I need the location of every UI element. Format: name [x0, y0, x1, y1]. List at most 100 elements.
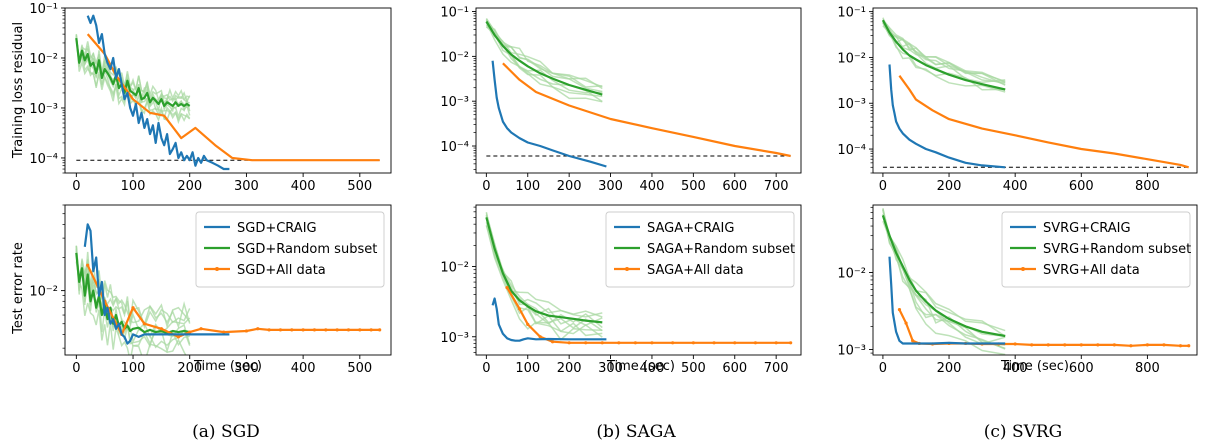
- series-all-line: [502, 62, 791, 158]
- series-all-marker: [550, 340, 555, 344]
- random-run-trace: [75, 245, 187, 355]
- series-all-marker: [358, 328, 362, 332]
- legend-label-craig: SAGA+CRAIG: [647, 221, 734, 236]
- legend-label-craig: SVRG+CRAIG: [1043, 221, 1131, 236]
- random-run-trace: [485, 222, 603, 337]
- caption-sgd: (a) SGD: [192, 422, 260, 442]
- random-run-trace: [882, 213, 1006, 345]
- series-all-marker: [1129, 344, 1133, 348]
- series-all-marker: [131, 306, 135, 310]
- random-run-trace: [882, 209, 1006, 332]
- series-all-marker: [256, 327, 260, 331]
- series-all-marker: [789, 341, 793, 345]
- series-all-marker: [142, 322, 146, 326]
- plot-lines: [485, 211, 793, 345]
- series-random-line: [881, 19, 1006, 91]
- series-all-marker: [1187, 344, 1191, 348]
- x-tick-label: 600: [722, 361, 747, 376]
- x-tick-label: 0: [879, 361, 887, 376]
- x-tick-label: 400: [640, 361, 665, 376]
- axes-frame: [64, 7, 392, 174]
- legend-label-random: SVRG+Random subset: [1043, 242, 1191, 257]
- series-all-marker: [1112, 343, 1116, 347]
- series-all-marker: [753, 341, 758, 345]
- x-tick-label: 600: [1069, 361, 1094, 376]
- y-tick-label: 10⁻¹: [440, 6, 469, 21]
- x-tick-label: 0: [482, 361, 490, 376]
- series-craig-line: [888, 256, 1006, 345]
- series-all-marker: [567, 341, 571, 345]
- series-all-marker: [1079, 343, 1083, 347]
- series-all-marker: [671, 341, 675, 345]
- series-all-marker: [505, 286, 509, 290]
- x-tick-label: 400: [1003, 361, 1028, 376]
- panel-sgd-train: 0 100 200 300 400 500 10⁻¹ 10⁻² 10⁻³ 10⁻⁴: [29, 2, 392, 194]
- y-tick-label: 10⁻³: [440, 331, 469, 346]
- y-tick-label: 10⁻²: [440, 260, 469, 275]
- plot-lines: [485, 17, 791, 168]
- x-tick-label: 200: [937, 361, 962, 376]
- legend-marker: [1021, 267, 1025, 271]
- y-tick-label: 10⁻³: [837, 344, 866, 359]
- legend: SVRG+CRAIG SVRG+Random subset SVRG+All dat…: [1001, 211, 1191, 288]
- series-all-line: [506, 287, 791, 344]
- series-all-marker: [267, 328, 271, 332]
- series-all-marker: [324, 328, 328, 332]
- x-tick-label: 500: [681, 361, 706, 376]
- panel-sgd-test: 0 100 200 300 400 500 10⁻² SGD+CRAIG SGD+Random …: [29, 204, 392, 376]
- random-run-trace: [75, 38, 191, 120]
- x-tick-label: 0: [482, 179, 490, 194]
- panel-svrg-train: 0 200 400 600 800 10⁻¹ 10⁻² 10⁻³ 10⁻⁴: [837, 6, 1198, 194]
- series-craig-line: [491, 297, 607, 342]
- x-tick-label: 500: [347, 179, 372, 194]
- random-run-trace: [485, 211, 603, 318]
- legend-marker: [215, 267, 219, 271]
- series-all-marker: [278, 328, 283, 332]
- y-tick-label: 10⁻⁴: [837, 143, 866, 158]
- legend-label-all: SGD+All data: [237, 263, 326, 278]
- series-all-marker: [774, 341, 778, 345]
- y-tick-label: 10⁻³: [837, 97, 866, 112]
- series-craig-line: [491, 60, 607, 168]
- panel-saga-train: 0 100 200 300 400 500 600 700 10⁻¹ 10⁻² 10⁻³ 10⁻⁴: [440, 6, 802, 194]
- x-tick-label: 300: [598, 361, 623, 376]
- y-tick-label: 10⁻¹: [837, 6, 866, 21]
- series-craig-line: [888, 64, 1006, 169]
- series-all-marker: [733, 341, 737, 345]
- series-all-marker: [617, 341, 621, 345]
- series-all-marker: [517, 307, 522, 311]
- x-tick-label: 200: [937, 179, 962, 194]
- legend-marker: [625, 267, 629, 271]
- random-run-trace: [485, 26, 603, 98]
- series-all-line: [86, 33, 380, 162]
- legend-label-random: SAGA+Random subset: [647, 242, 795, 257]
- x-tick-label: 600: [1069, 179, 1094, 194]
- plot-lines: [75, 14, 380, 171]
- x-tick-label: 600: [722, 179, 747, 194]
- series-all-marker: [176, 335, 180, 339]
- series-all-marker: [904, 321, 908, 325]
- series-all-marker: [290, 328, 294, 332]
- legend-box: [1001, 211, 1191, 288]
- axes-frame: [475, 7, 802, 174]
- series-all-marker: [369, 328, 373, 332]
- plot-area: 0 100 200 300 400 500 10⁻¹ 10⁻² 10⁻³ 10⁻⁴ 0 100 200 3…: [29, 2, 1198, 376]
- series-all-marker: [86, 263, 90, 267]
- x-tick-label: 800: [1135, 361, 1160, 376]
- series-all-marker: [538, 335, 542, 339]
- x-tick-label: 700: [764, 179, 789, 194]
- x-tick-label: 400: [640, 179, 665, 194]
- random-run-trace: [75, 36, 191, 106]
- random-run-trace: [882, 19, 1006, 84]
- series-all-marker: [159, 327, 163, 331]
- x-tick-label: 400: [1003, 179, 1028, 194]
- series-all-marker: [1145, 343, 1150, 347]
- axes-frame: [64, 204, 392, 356]
- series-all-marker: [600, 341, 604, 345]
- series-craig-line: [83, 223, 230, 345]
- series-random-line: [485, 20, 603, 96]
- legend-label-craig: SGD+CRAIG: [237, 221, 317, 236]
- series-all-marker: [199, 327, 203, 331]
- series-all-marker: [1178, 344, 1183, 348]
- random-run-trace: [485, 225, 603, 341]
